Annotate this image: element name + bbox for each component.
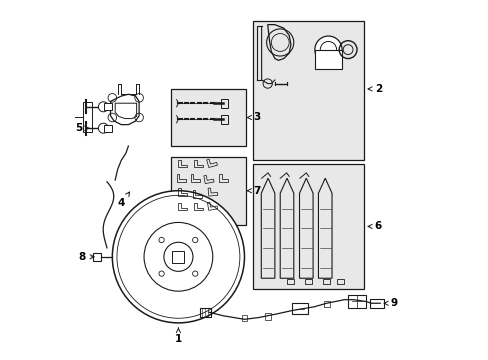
Bar bbox=[253, 21, 364, 160]
Bar bbox=[369, 298, 383, 308]
Circle shape bbox=[98, 123, 108, 133]
Text: 3: 3 bbox=[247, 112, 260, 122]
Bar bbox=[220, 114, 228, 124]
Bar bbox=[305, 279, 311, 284]
Bar bbox=[323, 279, 329, 284]
Text: 7: 7 bbox=[247, 186, 260, 196]
Bar bbox=[200, 307, 210, 317]
Bar bbox=[82, 103, 91, 132]
Circle shape bbox=[112, 191, 244, 323]
Text: 2: 2 bbox=[367, 84, 381, 94]
Bar bbox=[171, 157, 246, 225]
Text: 9: 9 bbox=[383, 298, 397, 308]
Bar bbox=[287, 279, 293, 284]
Bar bbox=[314, 50, 341, 69]
Bar bbox=[171, 89, 246, 146]
Bar bbox=[220, 99, 228, 108]
Circle shape bbox=[98, 102, 108, 112]
Bar bbox=[291, 303, 307, 314]
Bar bbox=[104, 125, 111, 132]
Bar bbox=[241, 315, 247, 321]
Bar bbox=[347, 295, 365, 308]
Bar bbox=[253, 164, 364, 289]
Text: 1: 1 bbox=[174, 328, 182, 344]
Bar bbox=[337, 279, 343, 284]
Circle shape bbox=[314, 36, 341, 63]
Text: 6: 6 bbox=[367, 221, 381, 231]
Text: 5: 5 bbox=[75, 123, 89, 133]
Bar bbox=[104, 103, 111, 111]
Text: 8: 8 bbox=[78, 252, 94, 262]
Bar bbox=[323, 301, 329, 307]
Bar bbox=[93, 252, 101, 261]
Text: 4: 4 bbox=[117, 192, 129, 208]
Bar bbox=[172, 251, 184, 263]
Polygon shape bbox=[115, 103, 136, 118]
Bar bbox=[264, 313, 270, 320]
